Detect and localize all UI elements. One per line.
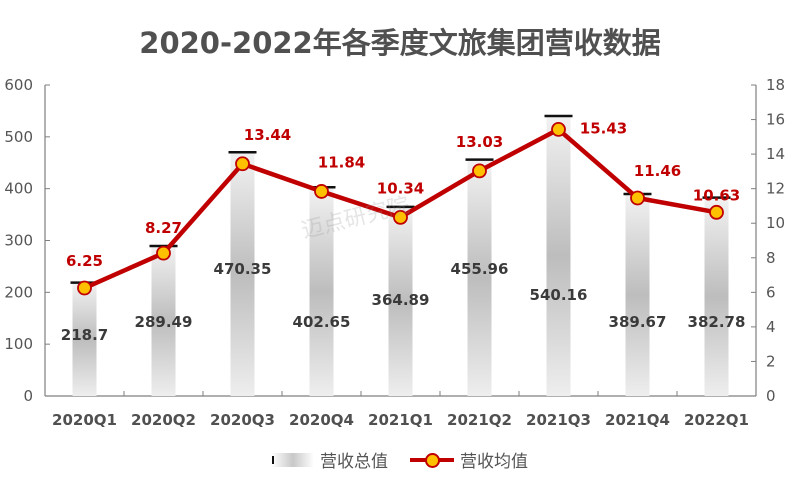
left-tick-label: 400 (4, 180, 33, 198)
line-marker[interactable] (630, 190, 645, 206)
bar-value-label: 402.65 (293, 313, 351, 331)
legend-line-label: 营收均值 (460, 452, 528, 472)
category-label: 2020Q2 (131, 411, 196, 429)
line-marker[interactable] (472, 163, 487, 179)
right-tick-label: 0 (766, 387, 776, 405)
left-tick-label: 600 (4, 76, 33, 94)
line-value-label: 10.63 (693, 186, 740, 204)
bar-value-label: 389.67 (609, 313, 667, 331)
category-label: 2021Q4 (605, 411, 670, 429)
bar[interactable] (546, 116, 571, 397)
chart-title: 2020-2022年各季度文旅集团营收数据 (139, 26, 661, 60)
right-tick-label: 10 (766, 214, 785, 232)
line-value-label: 8.27 (145, 219, 182, 237)
right-tick-label: 18 (766, 76, 785, 94)
bar-value-label: 455.96 (451, 260, 509, 278)
bar[interactable] (72, 282, 97, 396)
left-tick-label: 300 (4, 232, 33, 250)
line-value-label: 15.43 (580, 119, 627, 137)
left-tick-label: 0 (23, 387, 33, 405)
left-tick-label: 100 (4, 335, 33, 353)
bar[interactable] (309, 187, 334, 396)
right-tick-label: 8 (766, 249, 776, 267)
bar[interactable] (467, 159, 492, 396)
line-value-label: 11.84 (318, 153, 365, 171)
line-marker[interactable] (156, 245, 171, 261)
left-tick-label: 500 (4, 128, 33, 146)
bar[interactable] (704, 197, 729, 396)
bar-series (70, 114, 731, 397)
bar-swatch-icon (272, 452, 314, 467)
right-tick-label: 16 (766, 111, 785, 129)
bar[interactable] (625, 194, 650, 396)
category-label: 2021Q1 (368, 411, 433, 429)
bar-value-label: 382.78 (688, 313, 746, 331)
data-labels: 218.7 289.49 470.35 402.65 364.89 455.96 540.1… (61, 119, 746, 344)
chart-plot-area: 0 100 200 300 400 500 600 0 2 4 6 8 10 12 14 16 18 2020Q1… (4, 76, 785, 429)
right-tick-label: 6 (766, 283, 776, 301)
line-marker[interactable] (235, 156, 250, 172)
legend-bar-label: 营收总值 (320, 452, 388, 472)
category-label: 2020Q1 (52, 411, 117, 429)
right-tick-label: 2 (766, 352, 776, 370)
bar-value-label: 364.89 (372, 291, 430, 309)
right-tick-label: 4 (766, 318, 776, 336)
line-value-label: 11.46 (634, 162, 681, 180)
bar-value-label: 218.7 (61, 326, 108, 344)
category-label: 2021Q2 (447, 411, 512, 429)
line-marker-icon (410, 452, 454, 468)
left-tick-label: 200 (4, 283, 33, 301)
bar[interactable] (388, 206, 413, 396)
bar[interactable] (230, 152, 255, 396)
bar-value-label: 540.16 (530, 286, 588, 304)
bar-value-label: 289.49 (135, 313, 193, 331)
line-marker[interactable] (709, 204, 724, 220)
legend-item-bar[interactable]: 营收总值 (272, 447, 388, 472)
legend-item-line[interactable]: 营收均值 (410, 447, 528, 472)
line-value-label: 13.03 (456, 133, 503, 151)
bar[interactable] (151, 245, 176, 396)
line-value-label: 10.34 (377, 179, 424, 197)
right-tick-label: 14 (766, 145, 785, 163)
right-tick-label: 12 (766, 180, 785, 198)
line-marker[interactable] (393, 209, 408, 225)
category-label: 2020Q4 (289, 411, 354, 429)
line-marker[interactable] (314, 184, 329, 199)
category-label: 2021Q3 (526, 411, 591, 429)
bar-value-label: 470.35 (214, 260, 272, 278)
category-label: 2020Q3 (210, 411, 275, 429)
category-label: 2022Q1 (684, 411, 749, 429)
line-marker[interactable] (77, 280, 92, 296)
legend: 营收总值 营收均值 (0, 447, 800, 472)
line-series (77, 122, 724, 296)
line-value-label: 6.25 (66, 252, 103, 270)
line-marker[interactable] (551, 122, 566, 137)
line-value-label: 13.44 (244, 126, 291, 144)
